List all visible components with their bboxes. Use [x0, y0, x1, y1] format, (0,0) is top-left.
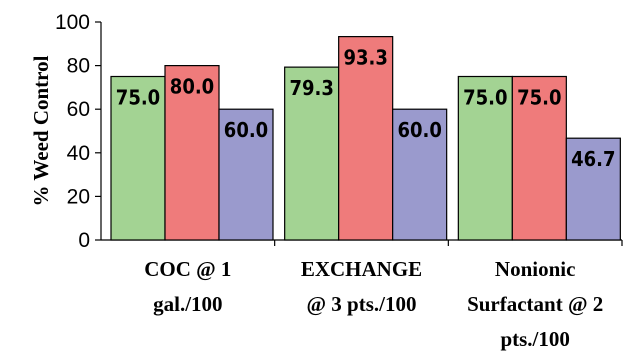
bar	[218, 108, 274, 241]
axes: 0 20 40 60 80 100 COC @ 1 gal./100 EXCHANGE @ 3 p…	[55, 11, 623, 351]
y-tick-label: 80	[67, 55, 90, 78]
data-label: 80.0	[170, 75, 214, 99]
y-tick-label: 40	[67, 142, 90, 165]
y-tick-label: 20	[67, 185, 90, 208]
x-tick-label: EXCHANGE @ 3 pts./100	[301, 257, 422, 316]
y-tick-label: 60	[67, 98, 90, 121]
bar	[164, 64, 220, 241]
bar	[392, 108, 448, 241]
data-label: 75.0	[116, 86, 160, 110]
data-label: 60.0	[397, 118, 441, 142]
x-tick-label: Nonionic Surfactant @ 2 pts./100	[467, 257, 603, 351]
data-labels: 75.0 80.0 60.0 79.3 93.3 60.0 75.0 75.0 46.7	[116, 46, 616, 172]
data-label: 75.0	[463, 86, 507, 110]
y-axis-title: % Weed Control	[29, 55, 53, 206]
data-label: 93.3	[343, 46, 387, 70]
y-tick-label: 0	[78, 229, 90, 252]
x-tick-label: COC @ 1 gal./100	[144, 257, 231, 316]
data-label: 46.7	[571, 147, 615, 171]
bars	[110, 36, 621, 241]
bar	[565, 137, 621, 241]
y-tick-label: 100	[55, 11, 90, 34]
data-label: 60.0	[224, 118, 268, 142]
data-label: 75.0	[517, 86, 561, 110]
bar	[338, 36, 394, 241]
bar	[284, 66, 340, 241]
data-label: 79.3	[289, 76, 333, 100]
bar	[110, 75, 166, 241]
